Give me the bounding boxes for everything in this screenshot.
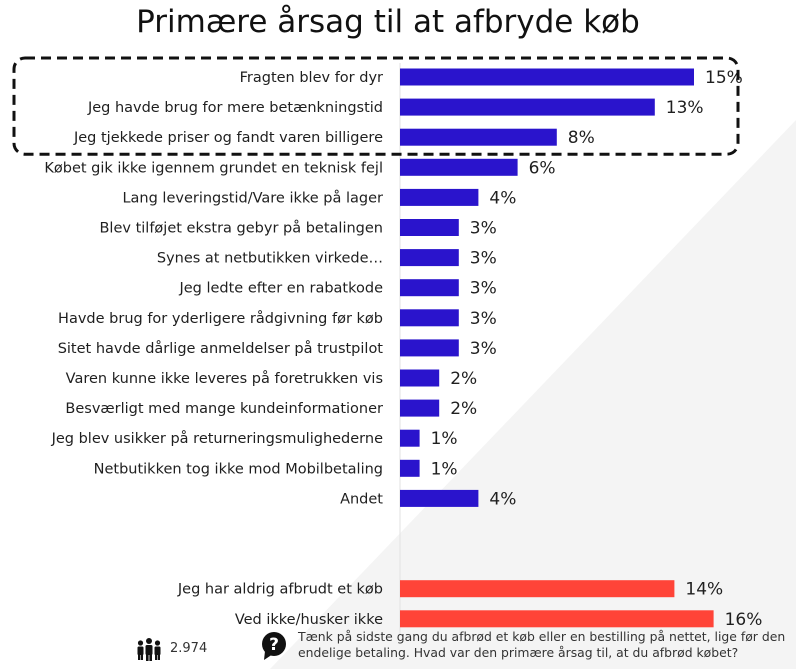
value-label-5: 4% — [489, 188, 516, 208]
value-label-6: 3% — [470, 219, 497, 239]
value-label-2: 13% — [666, 98, 704, 118]
value-label-16: 14% — [685, 580, 723, 600]
value-label-15: 4% — [489, 489, 516, 509]
bar-5 — [400, 188, 479, 206]
category-label-4: Købet gik ikke igennem grundet en teknis… — [44, 160, 383, 176]
value-label-17: 16% — [725, 610, 763, 630]
bar-14 — [400, 459, 420, 477]
bar-10 — [400, 339, 459, 357]
svg-text:?: ? — [269, 635, 279, 655]
value-label-12: 2% — [450, 399, 477, 419]
category-label-14: Netbutikken tog ikke mod Mobilbetaling — [94, 461, 383, 477]
bar-7 — [400, 249, 459, 267]
value-label-13: 1% — [431, 429, 458, 449]
category-label-2: Jeg havde brug for mere betænkningstid — [87, 100, 383, 116]
category-label-7: Synes at netbutikken virkede… — [157, 251, 383, 267]
value-label-7: 3% — [470, 249, 497, 269]
category-label-9: Havde brug for yderligere rådgivning før… — [58, 310, 383, 327]
category-label-3: Jeg tjekkede priser og fandt varen billi… — [73, 130, 383, 146]
category-label-13: Jeg blev usikker på returneringsmulighed… — [51, 430, 383, 447]
bar-17 — [400, 610, 714, 628]
bar-2 — [400, 98, 655, 116]
people-icon — [137, 638, 161, 661]
value-label-14: 1% — [431, 459, 458, 479]
category-label-11: Varen kunne ikke leveres på foretrukken … — [66, 370, 383, 387]
highlight-box — [12, 56, 740, 156]
survey-question: Tænk på sidste gang du afbrød et køb ell… — [298, 629, 786, 660]
value-label-1: 15% — [705, 68, 743, 88]
chart-title: Primære årsag til at afbryde køb — [136, 4, 640, 40]
bar-9 — [400, 309, 459, 327]
category-label-1: Fragten blev for dyr — [240, 70, 383, 86]
bar-8 — [400, 279, 459, 297]
question-icon: ? — [262, 632, 286, 660]
bar-4 — [400, 158, 518, 176]
bar-11 — [400, 369, 440, 387]
bar-1 — [400, 68, 694, 86]
category-label-16: Jeg har aldrig afbrudt et køb — [177, 582, 383, 598]
bar-12 — [400, 399, 440, 417]
category-label-6: Blev tilføjet ekstra gebyr på betalingen — [99, 220, 383, 237]
category-label-15: Andet — [340, 491, 383, 507]
bar-15 — [400, 489, 479, 507]
category-label-5: Lang leveringstid/Vare ikke på lager — [122, 189, 383, 206]
value-label-9: 3% — [470, 309, 497, 329]
value-label-4: 6% — [529, 158, 556, 178]
value-label-11: 2% — [450, 369, 477, 389]
category-label-10: Sitet havde dårlige anmeldelser på trust… — [58, 340, 384, 357]
bar-13 — [400, 429, 420, 447]
footer: 2.974 ? Tænk på sidste gang du afbrød et… — [0, 628, 796, 668]
bar-6 — [400, 219, 459, 236]
category-label-8: Jeg ledte efter en rabatkode — [178, 281, 383, 297]
bar-3 — [400, 128, 557, 146]
value-label-8: 3% — [470, 279, 497, 299]
category-label-17: Ved ikke/husker ikke — [235, 612, 383, 628]
value-label-10: 3% — [470, 339, 497, 359]
category-label-12: Besværligt med mange kundeinformationer — [65, 401, 383, 417]
respondent-count: 2.974 — [170, 641, 208, 656]
bar-16 — [400, 580, 675, 598]
value-label-3: 8% — [568, 128, 595, 148]
